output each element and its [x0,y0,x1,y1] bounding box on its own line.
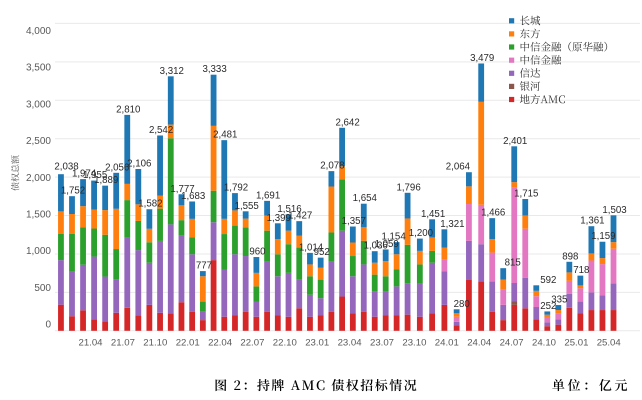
svg-text:1,357: 1,357 [342,216,366,227]
svg-text:1,059: 1,059 [375,239,399,250]
svg-text:1,777: 1,777 [170,184,194,195]
svg-text:22.07: 22.07 [240,338,264,349]
svg-text:25.01: 25.01 [564,338,588,349]
svg-text:1,154: 1,154 [381,232,406,243]
svg-text:1,036: 1,036 [364,241,388,252]
svg-text:22.10: 22.10 [273,338,297,349]
svg-text:2,000: 2,000 [26,173,51,184]
svg-text:1,974: 1,974 [72,169,97,180]
svg-text:1,399: 1,399 [267,213,291,224]
svg-text:1,500: 1,500 [26,210,51,221]
svg-text:1,427: 1,427 [288,211,312,222]
svg-text:500: 500 [34,283,51,294]
svg-text:24.01: 24.01 [435,338,459,349]
svg-text:21.04: 21.04 [78,338,103,349]
svg-text:2,542: 2,542 [149,125,173,136]
svg-text:24.10: 24.10 [532,338,556,349]
svg-text:252: 252 [540,301,556,312]
svg-text:2,038: 2,038 [54,162,78,173]
svg-text:2,064: 2,064 [446,162,471,173]
svg-text:3,000: 3,000 [26,99,51,110]
svg-text:1,715: 1,715 [514,189,538,200]
svg-text:3,479: 3,479 [470,53,494,64]
svg-text:1,451: 1,451 [421,209,445,220]
svg-text:1,792: 1,792 [224,183,248,194]
svg-text:1,691: 1,691 [256,190,280,201]
svg-text:952: 952 [314,247,330,258]
svg-text:1,503: 1,503 [602,205,626,216]
svg-text:1,200: 1,200 [409,228,434,239]
svg-text:2,106: 2,106 [127,159,151,170]
svg-text:1,683: 1,683 [181,191,205,202]
svg-text:21.10: 21.10 [143,338,167,349]
svg-text:280: 280 [454,299,471,310]
svg-text:2,056: 2,056 [105,162,129,173]
svg-text:1,889: 1,889 [94,175,118,186]
svg-text:4,000: 4,000 [26,26,51,37]
svg-text:1,159: 1,159 [591,231,615,242]
svg-text:815: 815 [505,258,521,269]
svg-text:335: 335 [551,295,567,306]
svg-text:1,796: 1,796 [396,182,420,193]
svg-text:0: 0 [45,320,51,331]
svg-text:22.04: 22.04 [208,338,233,349]
svg-text:592: 592 [540,275,556,286]
svg-text:22.01: 22.01 [176,338,200,349]
svg-text:3,312: 3,312 [160,66,184,77]
svg-text:1,555: 1,555 [235,201,259,212]
svg-text:24.07: 24.07 [500,338,524,349]
svg-text:1,582: 1,582 [138,199,162,210]
svg-text:23.10: 23.10 [402,338,426,349]
svg-text:1,955: 1,955 [83,170,107,181]
svg-text:718: 718 [573,265,589,276]
svg-text:2,810: 2,810 [116,104,141,115]
svg-text:1,516: 1,516 [277,204,301,215]
svg-text:1,014: 1,014 [299,242,324,253]
svg-text:1,361: 1,361 [580,216,604,227]
svg-text:3,500: 3,500 [26,63,51,74]
svg-text:2,401: 2,401 [503,136,527,147]
svg-text:23.04: 23.04 [338,338,363,349]
svg-text:2,481: 2,481 [213,130,237,141]
svg-text:2,642: 2,642 [335,117,359,128]
svg-text:960: 960 [249,247,266,258]
svg-text:898: 898 [562,251,578,262]
svg-text:23.01: 23.01 [305,338,329,349]
svg-text:21.07: 21.07 [111,338,135,349]
svg-text:1,752: 1,752 [61,186,85,197]
svg-text:2,500: 2,500 [26,136,51,147]
svg-text:24.04: 24.04 [467,338,492,349]
svg-text:1,000: 1,000 [26,246,51,257]
svg-text:3,333: 3,333 [202,64,226,75]
svg-text:1,321: 1,321 [440,219,464,230]
svg-text:25.04: 25.04 [597,338,622,349]
svg-text:777: 777 [196,261,212,272]
svg-text:1,654: 1,654 [353,193,378,204]
svg-text:23.07: 23.07 [370,338,394,349]
svg-text:2,078: 2,078 [320,161,344,172]
svg-text:1,466: 1,466 [481,208,505,219]
